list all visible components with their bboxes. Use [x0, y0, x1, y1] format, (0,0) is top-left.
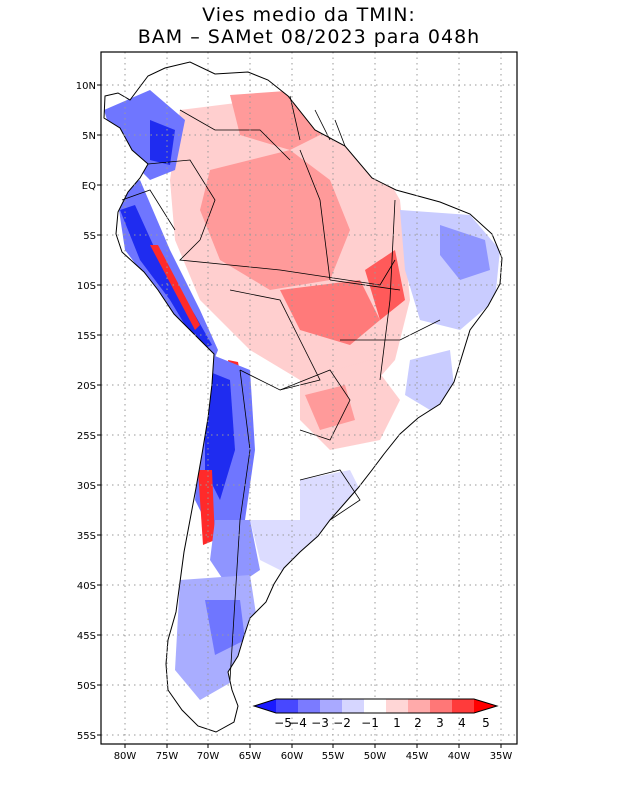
border-ecuador-peru — [121, 189, 176, 231]
latitude-axis: 10N 5N EQ 5S 10S 15S 20S 25S 30S 35S 40S… — [76, 81, 96, 742]
lat-tick-label: 15S — [77, 331, 96, 342]
colorbar-swatch — [430, 699, 452, 713]
colorbar-swatch — [320, 699, 342, 713]
border-colombia-venezuela — [179, 109, 291, 161]
lat-tick-label: 20S — [77, 381, 96, 392]
border-brazil-states — [299, 149, 441, 381]
colorbar-arrow-min — [254, 699, 276, 713]
colorbar-label: 4 — [458, 716, 466, 730]
warm-bias-core-amazon — [200, 150, 350, 290]
colorbar-label: −2 — [333, 716, 351, 730]
lat-tick-label: 10N — [76, 81, 96, 92]
border-bolivia — [229, 289, 321, 391]
colorbar-label: −1 — [361, 716, 379, 730]
lon-tick-label: 80W — [114, 751, 137, 762]
warm-bias-andes-streak-peru — [150, 245, 200, 330]
cool-bias-chile-north-core — [205, 370, 235, 500]
lat-tick-label: 5N — [82, 131, 96, 142]
cool-bias-east-coast — [405, 350, 455, 410]
lat-tick-label: 50S — [77, 681, 96, 692]
longitude-axis: 80W 75W 70W 65W 60W 55W 50W 45W 40W 35W — [114, 751, 513, 762]
title-line-1: Vies medio da TMIN: — [202, 4, 416, 26]
cool-bias-andes-north-core — [150, 120, 175, 165]
colorbar-swatch — [386, 699, 408, 713]
warm-bias-chile-central — [198, 470, 215, 545]
title-line-2: BAM – SAMet 08/2023 para 048h — [138, 26, 480, 48]
colorbar-swatch — [342, 699, 364, 713]
colorbar-label: −3 — [311, 716, 329, 730]
plot-frame — [100, 51, 518, 745]
colorbar-arrow-max — [474, 699, 497, 713]
colorbar-swatch — [408, 699, 430, 713]
colorbar-label: −5 — [274, 716, 292, 730]
lat-tick-label: 10S — [77, 281, 96, 292]
border-brazil-peru-bolivia — [179, 239, 396, 286]
colorbar-swatch — [452, 699, 474, 713]
lon-tick-label: 35W — [490, 751, 513, 762]
border-colombia-peru — [147, 159, 216, 241]
warm-bias-paraguay — [305, 385, 355, 430]
border-argentina-chile — [229, 369, 251, 681]
warm-bias-core-central — [280, 280, 380, 345]
cool-bias-patagonia-core — [205, 600, 245, 655]
lat-tick-label: EQ — [82, 181, 96, 192]
lon-tick-label: 70W — [197, 751, 220, 762]
lat-tick-label: 30S — [77, 481, 96, 492]
colorbar-label: 3 — [436, 716, 444, 730]
cool-bias-argentina-west — [210, 520, 260, 590]
lon-tick-label: 55W — [322, 751, 345, 762]
lon-tick-label: 65W — [239, 751, 262, 762]
lon-tick-label: 60W — [281, 751, 304, 762]
lat-tick-label: 5S — [83, 231, 96, 242]
colorbar-swatch — [364, 699, 386, 713]
country-borders — [121, 95, 441, 681]
colorbar-label: 2 — [414, 716, 422, 730]
colorbar-label: −4 — [289, 716, 307, 730]
lon-tick-label: 45W — [406, 751, 429, 762]
colorbar-outline — [252, 698, 499, 714]
lat-tick-label: 40S — [77, 581, 96, 592]
colorbar-swatch — [276, 699, 298, 713]
colorbar: −5 −4 −3 −2 −1 1 2 3 4 5 — [252, 698, 499, 730]
lat-tick-label: 35S — [77, 531, 96, 542]
gridlines — [97, 52, 517, 748]
colorbar-label: 5 — [482, 716, 490, 730]
lat-tick-label: 45S — [77, 631, 96, 642]
colorbar-swatch — [298, 699, 320, 713]
lon-tick-label: 40W — [448, 751, 471, 762]
colorbar-label: 1 — [393, 716, 401, 730]
cool-bias-northeast-core — [440, 225, 490, 280]
border-paraguay — [279, 369, 351, 441]
lon-tick-label: 50W — [364, 751, 387, 762]
lon-tick-label: 75W — [156, 751, 179, 762]
lat-tick-label: 25S — [77, 431, 96, 442]
lat-tick-label: 55S — [77, 731, 96, 742]
